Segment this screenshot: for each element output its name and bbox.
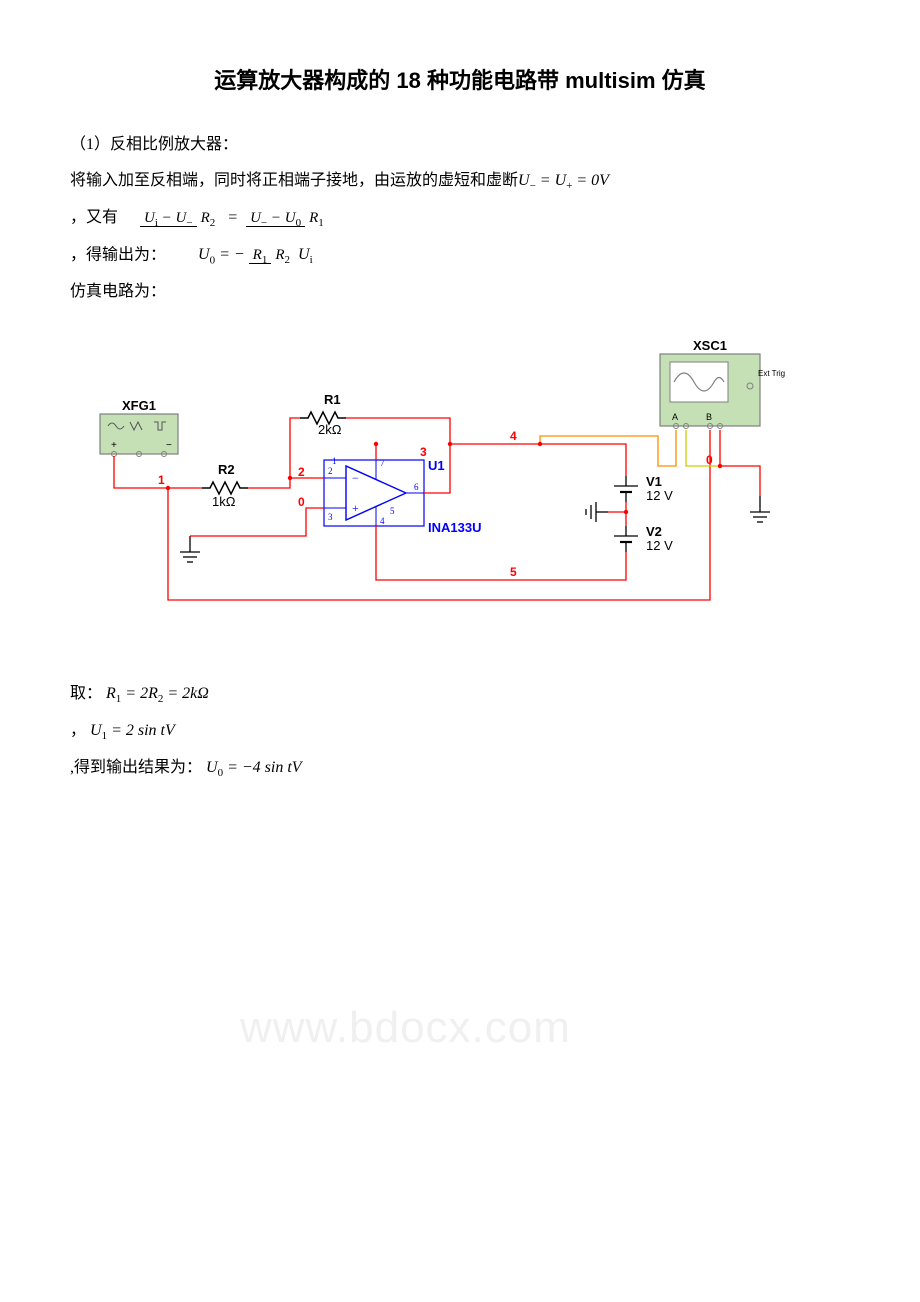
paragraph-take: 取： R1 = 2R2 = 2kΩ <box>70 679 850 710</box>
paragraph-eq2: ，得输出为： U0 = − R1R2 Ui <box>70 240 850 271</box>
text-2: ，又有 <box>70 209 118 226</box>
svg-text:0: 0 <box>298 495 305 509</box>
paragraph-sim-label: 仿真电路为： <box>70 277 850 307</box>
text-3: ，得输出为： <box>70 246 166 263</box>
svg-text:1kΩ: 1kΩ <box>212 494 236 509</box>
paragraph-result: ,得到输出结果为： U0 = −4 sin tV <box>70 753 850 784</box>
math-output: U0 = − R1R2 Ui <box>198 240 313 271</box>
svg-text:3: 3 <box>328 512 333 522</box>
svg-text:XSC1: XSC1 <box>693 338 727 353</box>
text-1: 将输入加至反相端，同时将正相端子接地，由运放的虚短和虚断 <box>70 172 518 189</box>
circuit-container: www.bdocx.com XSC1 Ext Trig A B XFG1 + −… <box>70 314 850 673</box>
page-title: 运算放大器构成的 18 种功能电路带 multisim 仿真 <box>70 60 850 102</box>
svg-text:1: 1 <box>158 473 165 487</box>
text-result: ,得到输出结果为： <box>70 759 202 776</box>
svg-text:2: 2 <box>298 465 305 479</box>
svg-text:+: + <box>111 440 117 451</box>
svg-text:2: 2 <box>328 466 333 476</box>
circuit-diagram: XSC1 Ext Trig A B XFG1 + − R1 2kΩ R2 1kΩ <box>70 336 790 636</box>
svg-text:6: 6 <box>414 482 419 492</box>
svg-text:B: B <box>706 412 712 422</box>
svg-text:V1: V1 <box>646 474 662 489</box>
svg-text:XFG1: XFG1 <box>122 398 156 413</box>
math-r-values: R1 = 2R2 = 2kΩ <box>106 685 209 702</box>
section-heading: （1）反相比例放大器： <box>70 130 850 160</box>
watermark: www.bdocx.com <box>240 986 571 1070</box>
paragraph-eq1: ，又有 Ui − U−R2 = U− − U0R1 <box>70 203 850 234</box>
svg-text:−: − <box>166 440 172 451</box>
svg-text:V2: V2 <box>646 524 662 539</box>
svg-text:12 V: 12 V <box>646 538 673 553</box>
svg-text:3: 3 <box>420 445 427 459</box>
svg-text:U1: U1 <box>428 458 445 473</box>
svg-text:R1: R1 <box>324 392 341 407</box>
math-u0: U0 = −4 sin tV <box>206 759 302 776</box>
svg-text:2kΩ: 2kΩ <box>318 422 342 437</box>
math-virtual-short: U− = U+ = 0V <box>518 172 609 189</box>
svg-text:Ext Trig: Ext Trig <box>758 369 785 378</box>
svg-text:R2: R2 <box>218 462 235 477</box>
svg-text:−: − <box>352 471 359 485</box>
svg-text:INA133U: INA133U <box>428 520 481 535</box>
text-comma: ， <box>70 722 86 739</box>
math-u1: U1 = 2 sin tV <box>90 722 175 739</box>
svg-text:1: 1 <box>332 456 337 466</box>
svg-text:12 V: 12 V <box>646 488 673 503</box>
svg-text:+: + <box>352 501 359 515</box>
math-kcl: Ui − U−R2 = U− − U0R1 <box>140 203 328 234</box>
svg-text:5: 5 <box>510 565 517 579</box>
svg-text:4: 4 <box>380 516 385 526</box>
paragraph-u1: ， U1 = 2 sin tV <box>70 716 850 747</box>
svg-text:0: 0 <box>706 453 713 467</box>
svg-text:4: 4 <box>510 429 517 443</box>
paragraph-intro: 将输入加至反相端，同时将正相端子接地，由运放的虚短和虚断U− = U+ = 0V <box>70 166 850 197</box>
svg-text:A: A <box>672 412 678 422</box>
svg-text:7: 7 <box>380 458 385 468</box>
text-take: 取： <box>70 685 102 702</box>
svg-text:5: 5 <box>390 506 395 516</box>
